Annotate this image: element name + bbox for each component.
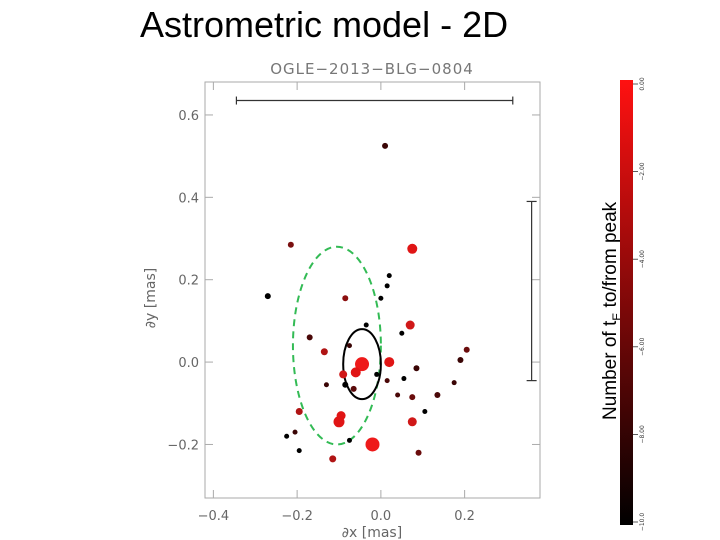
data-point bbox=[401, 376, 407, 382]
outer-ellipse bbox=[291, 245, 382, 446]
data-point bbox=[413, 365, 420, 372]
data-point bbox=[399, 330, 405, 336]
data-point bbox=[463, 346, 470, 353]
colorbar bbox=[620, 80, 633, 525]
data-point bbox=[365, 437, 380, 452]
plot-title: OGLE−2013−BLG−0804 bbox=[270, 60, 474, 78]
plot-frame bbox=[204, 81, 541, 499]
data-point bbox=[323, 382, 329, 388]
data-point bbox=[292, 429, 298, 435]
data-point bbox=[374, 371, 380, 377]
axis-ticks bbox=[205, 82, 540, 498]
data-point bbox=[342, 381, 349, 388]
y-tick-label: 0.4 bbox=[178, 191, 199, 206]
colorbar-tick-label: −2.00 bbox=[639, 162, 646, 181]
data-point bbox=[333, 416, 345, 428]
data-point bbox=[342, 295, 349, 302]
data-point bbox=[350, 385, 357, 392]
tick-labels: −0.4 −0.2 0.0 0.2 −0.2 0.0 0.2 0.4 0.6 bbox=[167, 109, 475, 524]
data-point bbox=[409, 394, 416, 401]
data-point bbox=[386, 273, 392, 279]
data-point bbox=[407, 417, 417, 427]
x-tick-label: 0.2 bbox=[454, 509, 475, 524]
data-point bbox=[350, 367, 361, 378]
data-point bbox=[329, 455, 337, 463]
data-point bbox=[457, 357, 464, 364]
data-point bbox=[384, 357, 395, 368]
x-tick-label: −0.2 bbox=[281, 509, 313, 524]
data-point bbox=[355, 357, 370, 372]
colorbar-tick-label: −8.00 bbox=[639, 425, 646, 444]
y-tick-label: 0.6 bbox=[178, 109, 199, 124]
y-tick-label: −0.2 bbox=[167, 438, 199, 453]
scale-bars bbox=[235, 96, 537, 382]
data-point bbox=[395, 392, 401, 398]
data-point bbox=[296, 448, 302, 454]
colorbar-ticks: 0.00 −2.00 −4.00 −6.00 −8.00 −10.0 bbox=[633, 77, 646, 531]
x-axis-title: ∂x [mas] bbox=[342, 525, 402, 540]
colorbar-tick-label: −10.0 bbox=[639, 513, 646, 532]
data-point bbox=[295, 408, 303, 416]
data-point bbox=[320, 348, 328, 356]
data-point bbox=[415, 449, 422, 456]
data-point bbox=[378, 295, 384, 301]
data-point bbox=[287, 241, 294, 248]
y-tick-label: 0.2 bbox=[178, 274, 199, 289]
ellipses bbox=[291, 245, 382, 446]
data-point bbox=[384, 283, 390, 289]
colorbar-tick-label: −4.00 bbox=[639, 250, 646, 269]
colorbar-tick-label: 0.00 bbox=[639, 77, 646, 91]
slide-title: Astrometric model - 2D bbox=[140, 4, 509, 45]
data-point bbox=[339, 370, 348, 379]
data-point bbox=[363, 322, 369, 328]
data-point bbox=[264, 293, 271, 300]
data-points bbox=[264, 142, 470, 463]
data-point bbox=[284, 433, 290, 439]
x-tick-label: 0.0 bbox=[371, 509, 392, 524]
y-tick-label: 0.0 bbox=[178, 356, 199, 371]
data-point bbox=[384, 378, 390, 384]
data-point bbox=[422, 409, 428, 415]
data-point bbox=[382, 142, 389, 149]
plot-border bbox=[204, 81, 541, 499]
y-axis-title: ∂y [mas] bbox=[143, 268, 159, 328]
data-point bbox=[451, 380, 457, 386]
data-point bbox=[407, 243, 418, 254]
data-point bbox=[405, 320, 415, 330]
data-point bbox=[346, 437, 352, 443]
data-point bbox=[434, 392, 441, 399]
inner-ellipse bbox=[342, 328, 382, 401]
data-point bbox=[346, 343, 352, 349]
x-tick-label: −0.4 bbox=[198, 509, 230, 524]
colorbar-tick-label: −6.00 bbox=[639, 337, 646, 356]
data-point bbox=[306, 334, 313, 341]
